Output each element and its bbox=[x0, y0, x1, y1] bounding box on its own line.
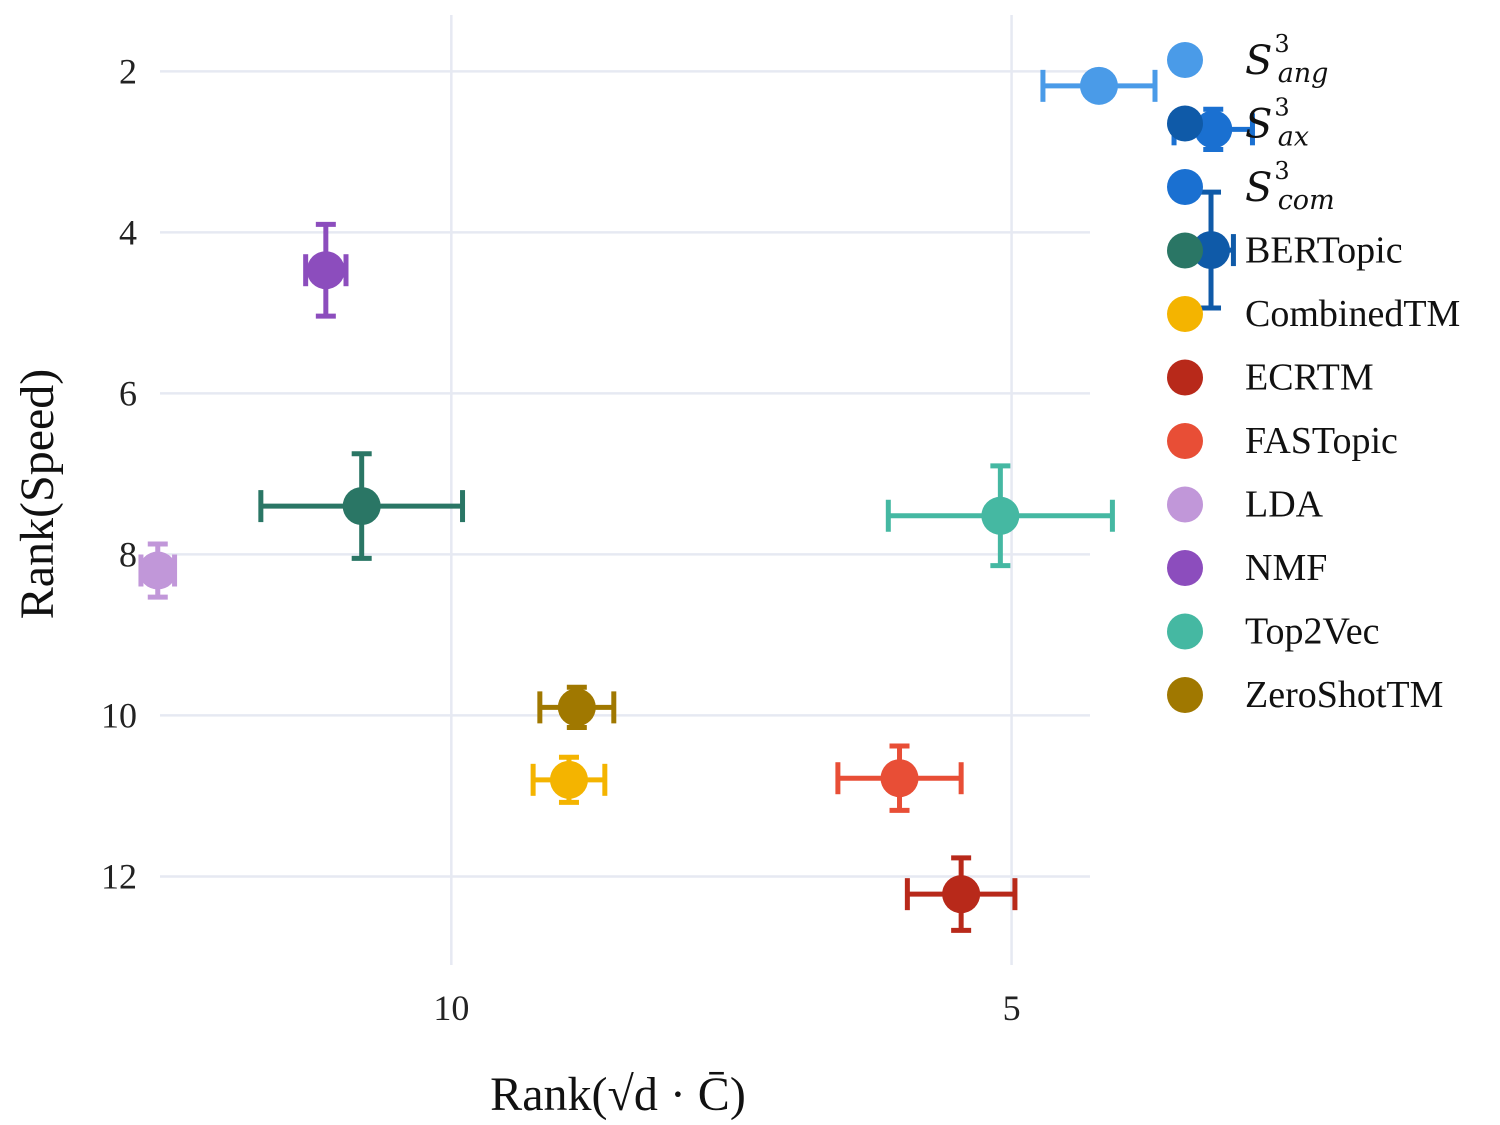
scatter-point bbox=[342, 487, 381, 526]
y-axis-ticks: 2 4 6 8 10 12 bbox=[101, 51, 137, 896]
scatter-point bbox=[1079, 66, 1118, 105]
data-point bbox=[1040, 66, 1158, 105]
legend-swatch bbox=[1167, 613, 1203, 650]
legend-swatch bbox=[1167, 42, 1203, 78]
y-tick-label: 6 bbox=[119, 373, 137, 413]
legend-label: FASTopic bbox=[1245, 420, 1398, 462]
legend-swatch bbox=[1167, 169, 1203, 205]
y-tick-label: 8 bbox=[119, 534, 137, 574]
scatter-point bbox=[138, 551, 177, 590]
scatter-point bbox=[942, 875, 981, 914]
data-point bbox=[835, 743, 964, 813]
x-tick-label: 10 bbox=[433, 988, 469, 1028]
legend-label: LDA bbox=[1245, 484, 1324, 526]
legend-label: BERTopic bbox=[1245, 230, 1403, 272]
y-axis-title: Rank(Speed) bbox=[11, 369, 64, 620]
scatter-point bbox=[306, 251, 345, 290]
legend-item: FASTopic bbox=[1167, 420, 1398, 462]
legend-item: NMF bbox=[1167, 547, 1327, 589]
legend-item: ECRTM bbox=[1167, 357, 1374, 399]
data-point bbox=[258, 451, 466, 561]
y-tick-label: 2 bbox=[119, 51, 137, 91]
scatter-point bbox=[1192, 231, 1231, 270]
legend-swatch bbox=[1167, 550, 1203, 586]
x-axis-title: Rank(√d · C̄) bbox=[490, 1068, 746, 1121]
legend-swatch bbox=[1167, 486, 1203, 523]
y-tick-label: 12 bbox=[101, 856, 137, 896]
legend-label: CombinedTM bbox=[1245, 293, 1460, 335]
legend-swatch bbox=[1167, 105, 1203, 142]
legend-item: Top2Vec bbox=[1167, 611, 1380, 653]
legend-item: ZeroShotTM bbox=[1167, 674, 1443, 716]
legend-swatch bbox=[1167, 296, 1203, 332]
x-axis-ticks: 10 5 bbox=[433, 988, 1020, 1028]
grid bbox=[160, 15, 1090, 965]
data-point bbox=[530, 754, 608, 805]
data-point bbox=[537, 684, 617, 730]
legend-item: CombinedTM bbox=[1167, 293, 1460, 335]
legend-swatch bbox=[1167, 232, 1203, 269]
x-tick-label: 5 bbox=[1003, 988, 1021, 1028]
data-point bbox=[904, 855, 1018, 933]
legend-label: S3 ang bbox=[1245, 30, 1328, 89]
legend-item: S3 ax bbox=[1167, 94, 1309, 153]
data-marks bbox=[138, 66, 1255, 933]
legend-label: S3 ax bbox=[1245, 94, 1309, 153]
legend-item: S3 ang bbox=[1167, 30, 1328, 89]
legend-swatch bbox=[1167, 423, 1203, 459]
scatter-point bbox=[981, 496, 1020, 535]
scatter-point bbox=[1194, 110, 1233, 149]
legend-swatch bbox=[1167, 359, 1203, 396]
scatter-point bbox=[549, 760, 588, 799]
y-tick-label: 4 bbox=[119, 212, 137, 252]
legend-item: S3 com bbox=[1167, 157, 1335, 216]
legend-swatch bbox=[1167, 677, 1203, 713]
legend-label: ECRTM bbox=[1245, 357, 1374, 399]
y-tick-label: 10 bbox=[101, 695, 137, 735]
scatter-point bbox=[880, 759, 919, 798]
data-point bbox=[303, 221, 349, 319]
legend-label: Top2Vec bbox=[1245, 611, 1380, 653]
legend-label: ZeroShotTM bbox=[1245, 674, 1443, 716]
scatter-point bbox=[557, 688, 596, 727]
legend-item: BERTopic bbox=[1167, 230, 1403, 272]
legend-item: LDA bbox=[1167, 484, 1324, 526]
legend-label: NMF bbox=[1245, 547, 1327, 589]
data-point bbox=[885, 463, 1115, 569]
legend-label: S3 com bbox=[1245, 157, 1335, 216]
data-point bbox=[138, 541, 178, 600]
